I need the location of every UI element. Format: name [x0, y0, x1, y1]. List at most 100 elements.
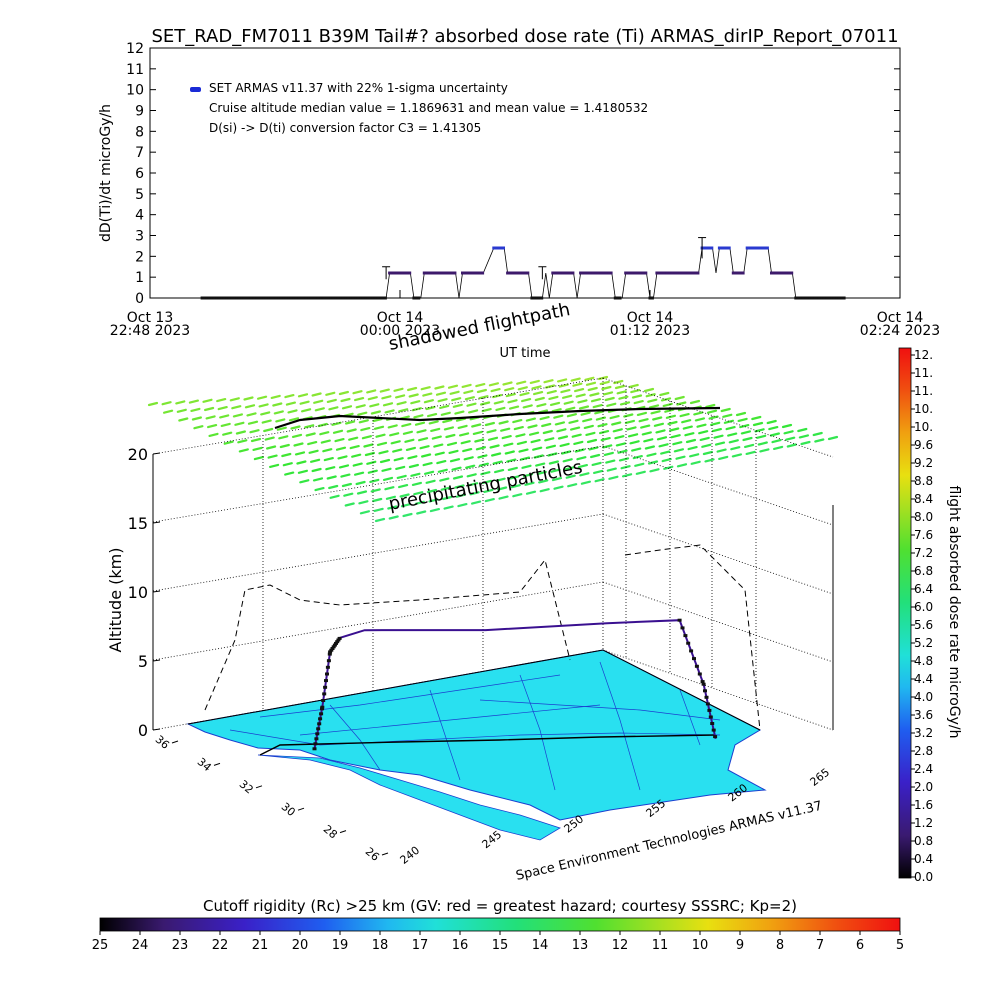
colorbar-right-tick-label: 4.8: [914, 654, 933, 668]
series-point: [274, 296, 278, 300]
series-point: [312, 296, 315, 300]
precip-particle: [576, 456, 587, 461]
precip-particle: [594, 478, 605, 483]
flight-path-marker: [336, 638, 341, 642]
colorbar-bottom-tick-label: 5: [896, 938, 904, 953]
precip-particle: [532, 391, 544, 396]
precip-particle: [569, 426, 581, 431]
series-point: [832, 296, 836, 300]
flight-path-marker: [324, 679, 328, 683]
series-point: [376, 296, 380, 300]
series-point: [270, 296, 273, 300]
precip-particle: [359, 510, 370, 515]
precip-particle: [551, 477, 563, 482]
precip-particle: [416, 429, 427, 434]
precip-particle: [768, 426, 779, 431]
precip-particle: [713, 434, 724, 439]
series-point: [650, 296, 654, 300]
precip-particle: [660, 450, 671, 455]
precip-particle: [426, 488, 438, 494]
precip-particle: [516, 380, 527, 385]
precip-particle: [410, 472, 421, 477]
precip-particle: [539, 488, 550, 493]
series-point: [774, 271, 778, 275]
series-point: [292, 296, 296, 300]
precip-particle: [468, 482, 479, 487]
colorbar-right-tick-label: 7.6: [914, 528, 933, 542]
colorbar-right-tick-label: 11.: [914, 384, 933, 398]
precip-particle: [373, 507, 384, 512]
colorbar-right-gradient: [898, 347, 912, 879]
series-point: [629, 271, 633, 275]
series-point: [205, 296, 209, 300]
precip-particle: [573, 388, 585, 393]
flight-path-marker: [692, 657, 696, 661]
precip-particle: [443, 426, 454, 431]
series-point: [761, 246, 764, 250]
precip-particle: [783, 430, 794, 435]
precip-particle: [488, 382, 499, 387]
series-point: [641, 271, 645, 275]
precip-particle: [498, 495, 509, 500]
legend-series-label: SET ARMAS v11.37 with 22% 1-sigma uncert…: [209, 81, 508, 95]
y-tick-label: 2: [135, 249, 144, 265]
precip-particle: [216, 398, 227, 403]
precip-particle: [367, 396, 378, 401]
flight-path-marker: [320, 707, 324, 711]
precip-particle: [518, 448, 529, 453]
precip-particle: [334, 438, 345, 443]
series-point: [828, 296, 831, 300]
precip-particle: [646, 452, 657, 457]
precip-particle: [264, 436, 275, 441]
precip-particle: [424, 470, 435, 475]
z-tick: [152, 521, 161, 524]
series-point: [245, 296, 248, 300]
x-tick-label-date: Oct 14: [627, 310, 674, 326]
precip-particle: [370, 488, 381, 493]
series-point: [820, 296, 824, 300]
precip-particle: [500, 427, 511, 432]
precip-particle: [550, 468, 561, 473]
flight-path-marker: [704, 695, 709, 699]
precip-particle: [387, 505, 398, 510]
series-point: [502, 246, 505, 250]
series-point: [240, 296, 244, 300]
series-point: [581, 271, 585, 275]
precip-particle: [495, 406, 506, 411]
precip-particle: [354, 397, 365, 402]
precip-particle: [422, 462, 433, 467]
colorbar-right-tick-label: 2.8: [914, 744, 933, 758]
series-point: [220, 296, 224, 300]
series-point: [717, 246, 721, 250]
precip-particle: [725, 426, 736, 431]
series-point: [586, 271, 590, 275]
precip-particle: [800, 440, 811, 446]
shadowed-flightpath-top: [274, 406, 721, 430]
series-point: [753, 246, 756, 250]
precip-particle: [369, 403, 380, 408]
precip-particle: [420, 386, 431, 391]
colorbar-right-tick-label: 9.6: [914, 438, 933, 452]
precip-particle: [223, 440, 234, 445]
precip-particle: [566, 413, 578, 418]
series-point: [366, 296, 370, 300]
precip-particle: [440, 486, 451, 491]
colorbar-right-tick-label: 11.: [914, 366, 933, 380]
precip-particle: [534, 396, 545, 402]
colorbar-right-tick-label: 0.4: [914, 852, 933, 866]
precip-particle: [193, 425, 204, 430]
series-point: [815, 296, 819, 300]
precip-particle: [730, 446, 741, 451]
precip-particle: [304, 424, 315, 429]
series-point: [336, 296, 340, 300]
precip-particle: [442, 495, 453, 501]
precip-particle: [751, 415, 762, 421]
series-point: [613, 296, 617, 300]
precip-particle: [341, 405, 353, 410]
series-point: [523, 271, 527, 275]
precip-particle: [429, 508, 440, 513]
precip-particle: [632, 455, 643, 460]
series-point: [287, 296, 291, 300]
precip-particle: [443, 505, 454, 510]
